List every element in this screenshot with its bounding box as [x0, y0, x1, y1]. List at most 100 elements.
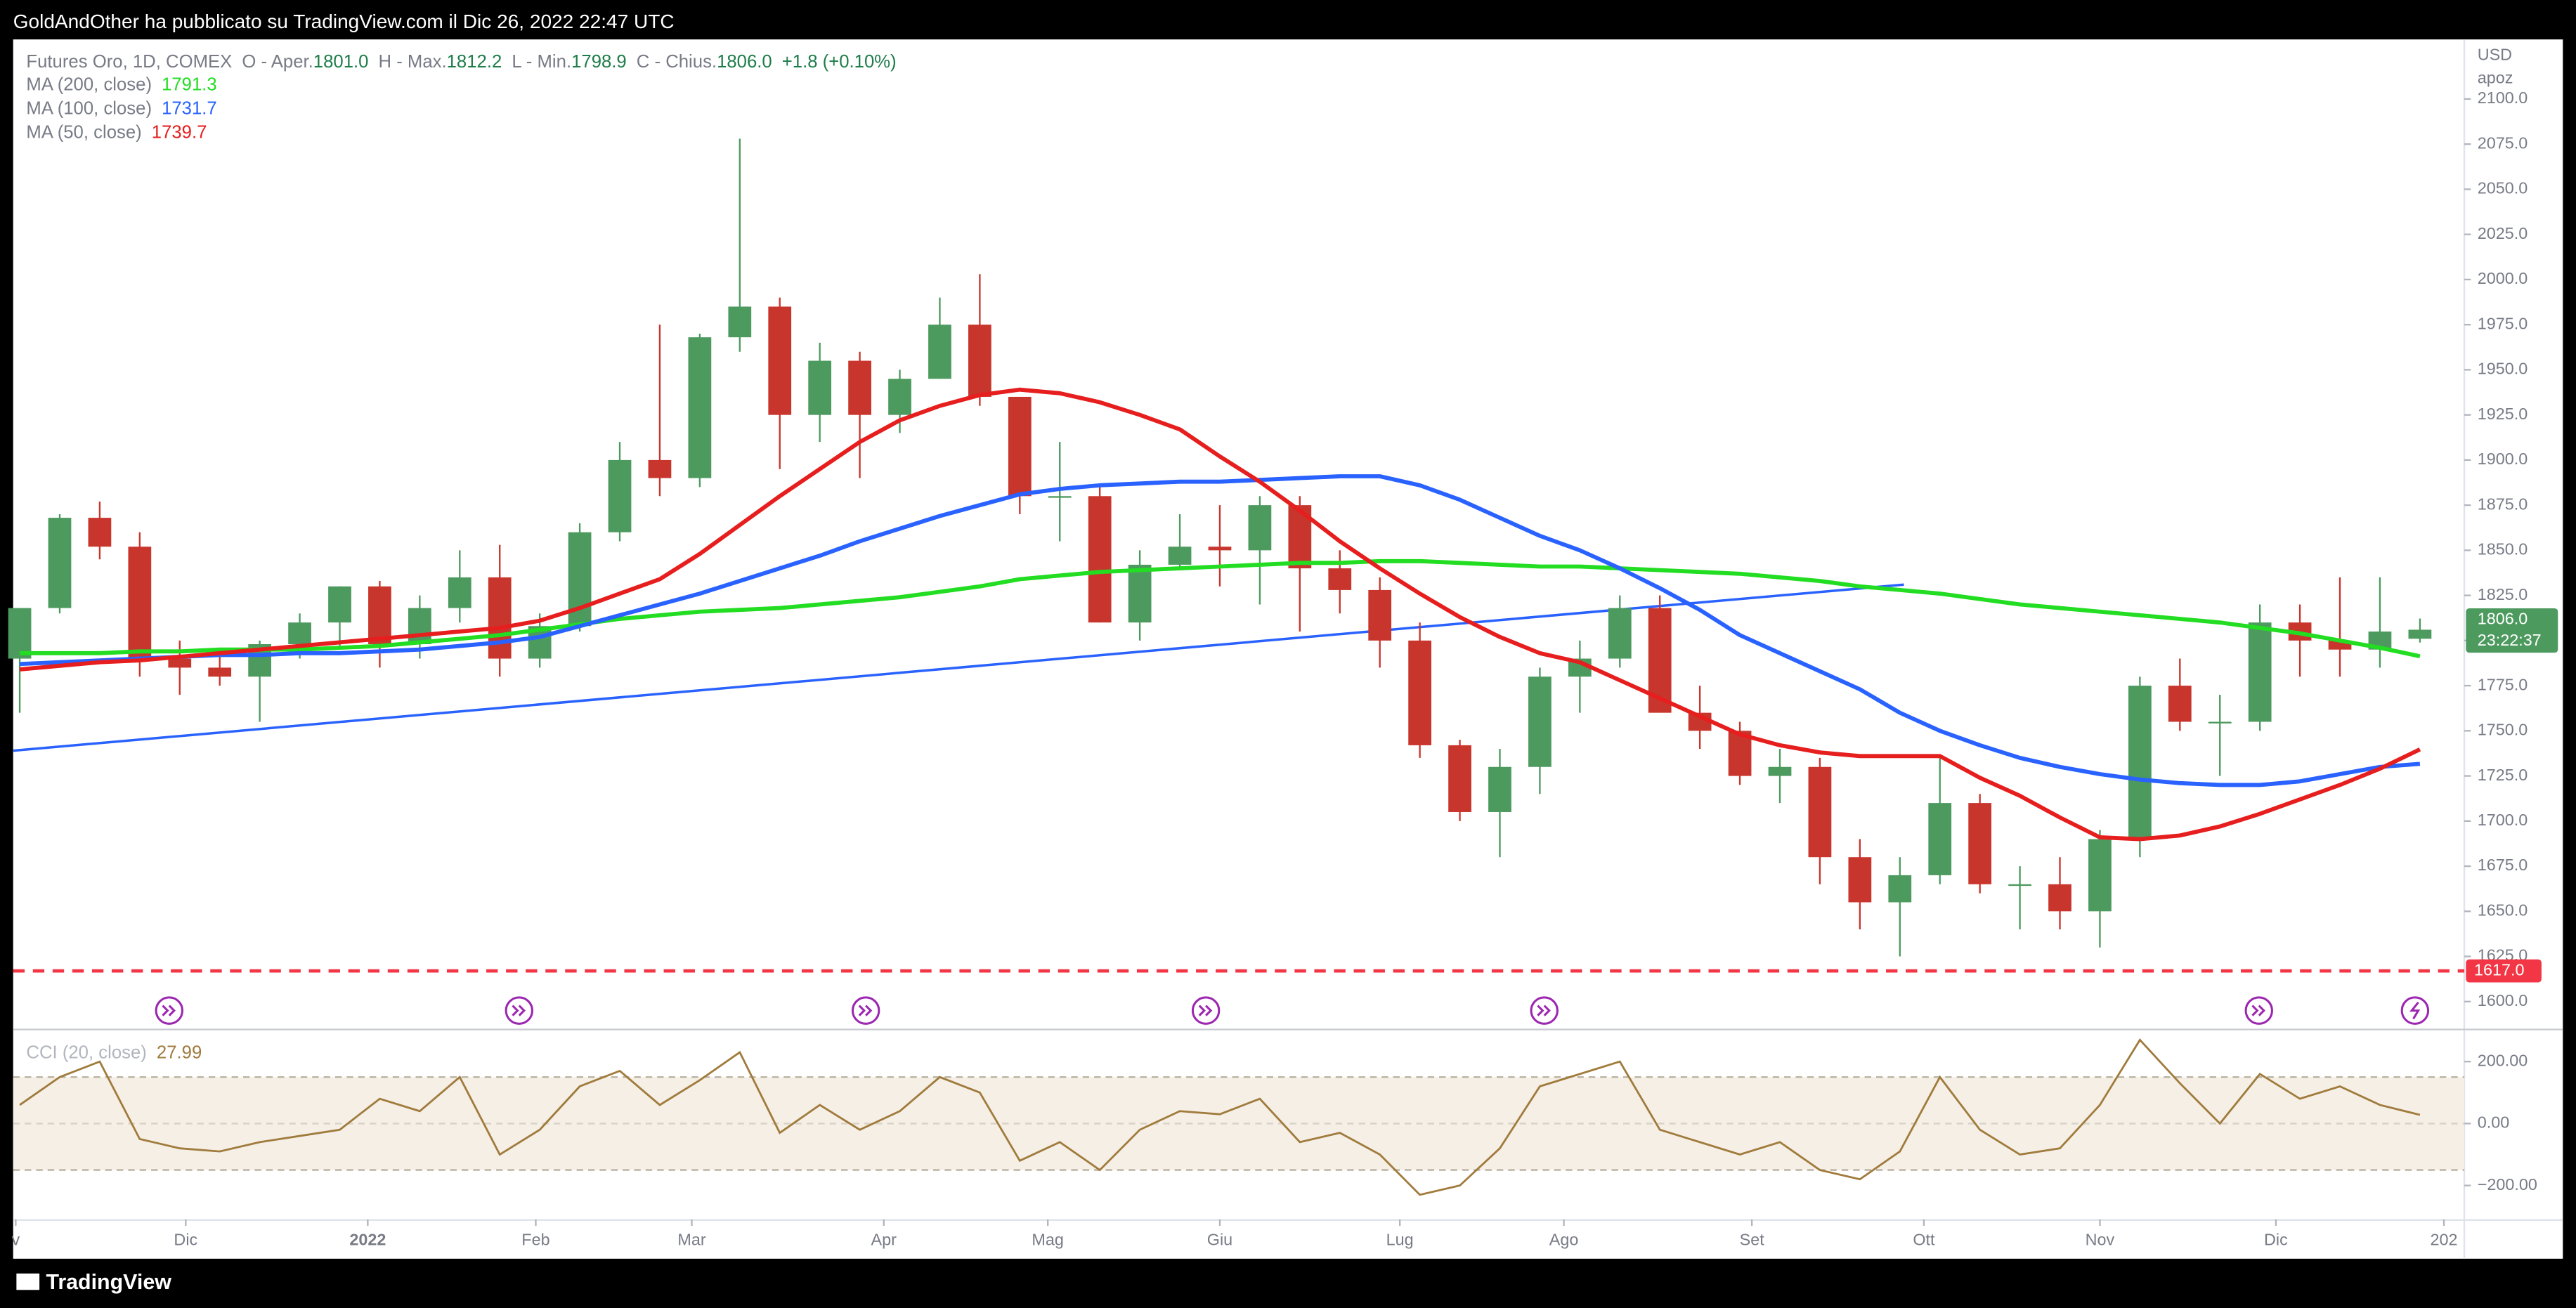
x-tick-label: Dic — [174, 1230, 197, 1248]
candle-body — [808, 360, 832, 415]
y-tick-label: −200.00 — [2478, 1175, 2537, 1193]
y-tick-label: 1850.0 — [2478, 540, 2528, 558]
events — [155, 996, 2430, 1025]
c-name: C - Chius. — [637, 52, 717, 72]
candle-body — [8, 608, 32, 659]
x-tick-label: Dic — [2264, 1230, 2288, 1248]
candle-body — [1808, 766, 1832, 858]
candles — [8, 138, 2432, 957]
candle-body — [1328, 568, 1352, 590]
candle-body — [1088, 496, 1112, 623]
candle-body — [2088, 839, 2112, 912]
y-tick-label: 2050.0 — [2478, 179, 2528, 197]
y-tick-label: 1900.0 — [2478, 450, 2528, 468]
candle-body — [1048, 496, 1072, 498]
ma-legend: MA (50, close) 1739.7 — [26, 122, 207, 142]
candle-body — [128, 547, 152, 659]
candle-body — [1488, 766, 1511, 812]
candle-body — [2048, 884, 2071, 912]
candle-body — [288, 622, 311, 644]
y-tick-label: 2025.0 — [2478, 224, 2528, 242]
candle-body — [168, 658, 192, 668]
x-tick-label: Feb — [521, 1230, 549, 1248]
trendline — [13, 583, 1904, 752]
candle-body — [1768, 766, 1792, 776]
c-value: 1806.0 — [717, 52, 772, 72]
candle-body — [848, 360, 871, 415]
currency: USD — [2478, 46, 2512, 64]
candle-body — [2128, 686, 2152, 839]
candle-body — [2208, 721, 2232, 724]
candle-body — [208, 667, 232, 677]
x-tick-label: Set — [1740, 1230, 1765, 1248]
moving-average — [20, 558, 2421, 659]
ma-legend: MA (100, close) 1731.7 — [26, 98, 216, 118]
y-tick-label: 1650.0 — [2478, 901, 2528, 919]
last-price-box — [2466, 608, 2558, 653]
cci-line — [19, 1038, 2421, 1196]
candle-body — [1528, 676, 1552, 767]
y-tick-label: 1600.0 — [2478, 991, 2528, 1009]
tv-logo — [16, 1273, 40, 1290]
x-tick-label: v — [12, 1230, 20, 1248]
legend-ohlc: Futures Oro, 1D, COMEX O - Aper.1801.0 H -… — [26, 52, 896, 72]
candle-body — [1608, 608, 1632, 659]
x-tick-label: Apr — [871, 1230, 897, 1248]
candle-body — [1888, 875, 1912, 903]
x-tick-label: Mar — [677, 1230, 705, 1248]
y-tick-label: 1950.0 — [2478, 360, 2528, 378]
y-tick-label: 1725.0 — [2478, 766, 2528, 784]
candle-body — [1368, 589, 1392, 641]
candle-body — [488, 577, 512, 659]
h-value: 1812.2 — [447, 52, 502, 72]
x-tick-label: Mag — [1032, 1230, 1063, 1248]
o-value: 1801.0 — [313, 52, 369, 72]
y-tick-label: 1925.0 — [2478, 405, 2528, 423]
candle-body — [1008, 396, 1032, 497]
candle-body — [768, 306, 792, 415]
y-tick-label: 1825.0 — [2478, 585, 2528, 603]
ma-name: MA (50, close) — [26, 122, 141, 142]
candle-body — [608, 459, 632, 532]
cci-name: CCI (20, close) — [26, 1042, 146, 1062]
ma-name: MA (100, close) — [26, 98, 152, 118]
countdown: 23:22:37 — [2478, 631, 2542, 649]
ma-value: 1731.7 — [162, 98, 217, 118]
x-tick-label: Ago — [1549, 1230, 1579, 1248]
scale-label: apoz — [2478, 68, 2513, 86]
support-price: 1617.0 — [2474, 960, 2524, 979]
y-tick-label: 2000.0 — [2478, 269, 2528, 287]
x-tick-label: 202 — [2431, 1230, 2458, 1248]
candle-body — [1128, 564, 1152, 623]
candle-body — [1848, 857, 1872, 903]
h-name: H - Max. — [379, 52, 447, 72]
moving-average — [19, 387, 2421, 842]
footer-brand: TradingView — [46, 1270, 171, 1294]
candle-body — [728, 306, 752, 338]
candle-body — [1208, 547, 1232, 551]
candle-body — [2008, 884, 2031, 887]
candle-body — [328, 586, 351, 623]
candle-body — [88, 518, 112, 547]
x-tick-label: 2022 — [349, 1230, 386, 1248]
y-tick-label: 200.00 — [2478, 1051, 2528, 1069]
candle-body — [928, 325, 951, 379]
l-value: 1798.9 — [571, 52, 627, 72]
y-tick-label: 1700.0 — [2478, 811, 2528, 829]
candle-body — [448, 577, 471, 608]
candle-body — [368, 586, 391, 644]
candle-body — [48, 518, 72, 608]
y-tick-label: 2075.0 — [2478, 133, 2528, 152]
candle-body — [2248, 622, 2272, 722]
x-tick-label: Giu — [1207, 1230, 1232, 1248]
y-tick-label: 1775.0 — [2478, 675, 2528, 693]
candle-body — [408, 608, 431, 644]
candle-body — [648, 459, 672, 478]
candle-body — [688, 337, 712, 478]
ma-value: 1791.3 — [162, 74, 217, 94]
publisher: GoldAndOther ha pubblicato su TradingVie… — [13, 11, 675, 32]
candle-body — [2408, 629, 2432, 639]
l-name: L - Min. — [512, 52, 571, 72]
ma-legend: MA (200, close) 1791.3 — [26, 74, 216, 94]
